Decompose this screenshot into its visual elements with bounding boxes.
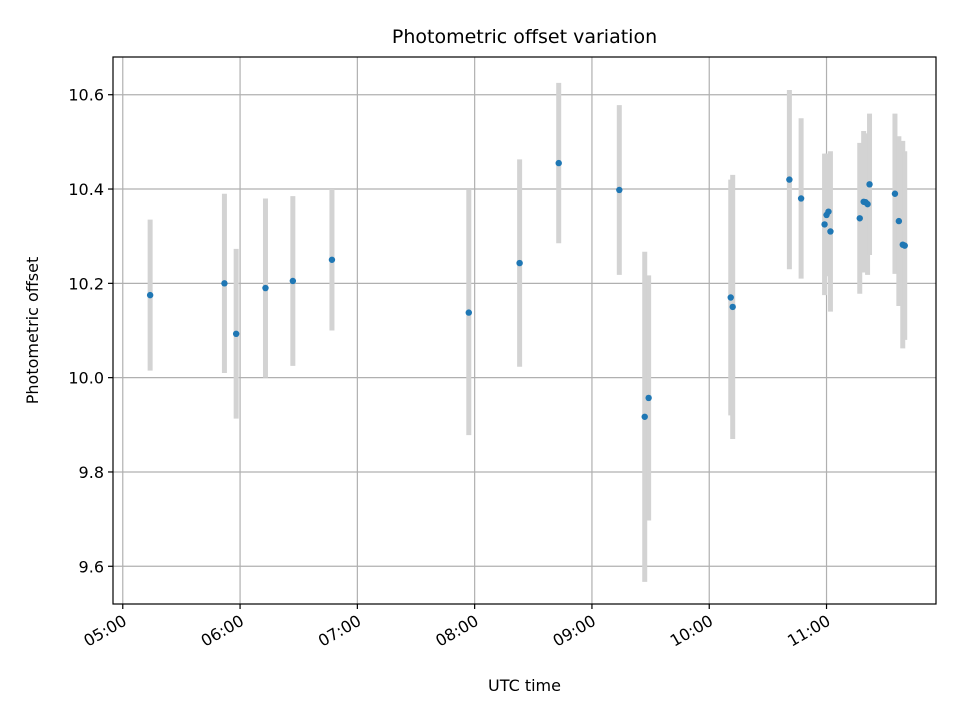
data-point — [891, 190, 899, 197]
data-point — [641, 413, 648, 420]
y-tick-label: 10.0 — [68, 369, 104, 388]
data-point — [727, 294, 734, 301]
data-point — [786, 176, 793, 183]
data-point — [856, 215, 863, 222]
data-point — [645, 394, 652, 402]
data-point — [895, 217, 903, 225]
data-point — [864, 200, 871, 208]
data-point — [221, 280, 228, 287]
y-axis-ticks: 9.6 9.8 10.0 10.2 10.4 10.6 — [68, 86, 113, 576]
x-axis-label: UTC time — [488, 676, 561, 695]
grid — [113, 57, 936, 604]
plot-frame — [112, 56, 937, 605]
y-tick-label: 10.6 — [68, 86, 104, 105]
chart-title: Photometric offset variation — [392, 26, 657, 48]
data-point — [262, 284, 269, 292]
data-point — [516, 259, 523, 267]
data-point — [555, 159, 562, 167]
data-point — [797, 195, 805, 202]
data-point — [616, 186, 623, 194]
y-tick-label: 9.8 — [79, 463, 104, 482]
data-point — [866, 181, 873, 188]
y-tick-label: 9.6 — [79, 557, 104, 576]
y-axis-label: Photometric offset — [23, 257, 42, 405]
y-tick-label: 10.4 — [68, 180, 104, 199]
data-points — [146, 159, 908, 420]
data-point — [328, 256, 336, 263]
data-point — [827, 228, 834, 235]
data-point — [729, 303, 736, 311]
data-point — [289, 277, 297, 285]
data-point — [146, 291, 154, 299]
data-point — [901, 242, 908, 249]
data-point — [825, 208, 832, 215]
data-point — [821, 221, 828, 228]
y-tick-label: 10.2 — [68, 274, 104, 293]
data-point — [232, 330, 240, 338]
data-point — [465, 309, 472, 316]
